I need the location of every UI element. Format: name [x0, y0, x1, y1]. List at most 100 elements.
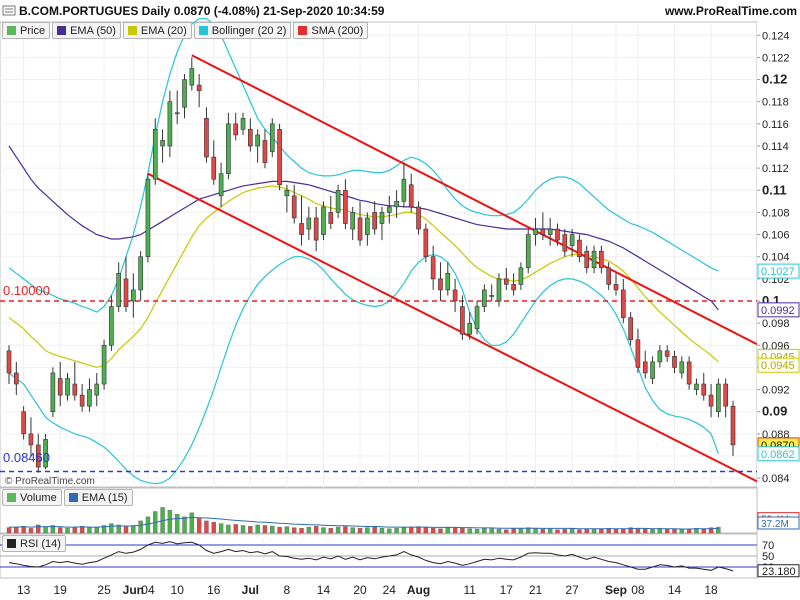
legend-item-ema50[interactable]: EMA (50) — [52, 22, 121, 39]
legend-item-volume-ema[interactable]: EMA (15) — [63, 489, 133, 506]
volume-bar-up — [131, 525, 136, 534]
candle-down — [408, 184, 414, 208]
legend-item-rsi[interactable]: RSI (14) — [2, 535, 66, 552]
candle-up — [131, 289, 136, 302]
legend-swatch — [7, 493, 16, 502]
date-tick-label: 18 — [704, 583, 718, 597]
volume-bar-down — [313, 526, 319, 534]
candle-up — [716, 383, 721, 413]
candle-down — [642, 361, 648, 374]
price-tick-label: 0.12 — [762, 72, 787, 87]
candle-down — [6, 350, 12, 374]
volume-bar-down — [299, 527, 304, 534]
candle-down — [562, 234, 568, 252]
volume-bar-down — [36, 524, 41, 534]
price-tick-label: 0.108 — [762, 207, 790, 219]
candle-up — [145, 178, 151, 258]
volume-bar-down — [672, 529, 677, 534]
candle-up — [365, 217, 370, 235]
ema50-line — [8, 145, 719, 311]
candle-down — [328, 212, 334, 224]
price-tick-label: 0.114 — [762, 141, 789, 153]
legend-label: EMA (15) — [81, 491, 128, 504]
candle-down — [123, 278, 129, 307]
candle-up — [467, 322, 473, 335]
volume-bar-down — [540, 529, 546, 534]
price-tick-label: 0.124 — [762, 30, 790, 42]
legend: Price EMA (50) EMA (20) Bollinger (20 2)… — [2, 22, 369, 39]
channel-lower-line — [147, 172, 758, 483]
volume-bar-up — [87, 527, 92, 534]
candle-up — [679, 361, 685, 374]
candle-up — [569, 234, 575, 246]
volume-bar-up — [94, 526, 99, 534]
candle-up — [116, 273, 122, 307]
bollinger-upper-line — [8, 18, 719, 313]
candle-down — [438, 278, 443, 291]
menu-icon[interactable] — [2, 5, 16, 16]
candle-up — [657, 350, 663, 363]
candle-down — [35, 444, 41, 468]
candle-up — [189, 68, 195, 86]
title-bar — [0, 0, 800, 20]
candle-down — [672, 356, 677, 368]
volume-bar-down — [123, 526, 129, 534]
candle-up — [547, 228, 553, 235]
price-tick-label: 0.118 — [762, 97, 789, 109]
volume-bar-up — [650, 529, 655, 534]
legend-swatch — [198, 26, 208, 35]
site-url[interactable]: www.ProRealTime.com — [664, 4, 797, 18]
volume-bar-up — [321, 527, 326, 534]
legend-item-price[interactable]: Price — [2, 22, 51, 39]
price-tag-box — [757, 302, 800, 318]
price-tick-label: 0.122 — [762, 52, 790, 64]
candle-down — [211, 156, 217, 180]
volume-bar-down — [28, 527, 34, 534]
volume-bar-up — [284, 526, 290, 534]
candle-down — [72, 383, 78, 396]
date-tick-label: 13 — [17, 583, 31, 597]
volume-bar-up — [50, 525, 56, 534]
legend-item-bollinger[interactable]: Bollinger (20 2) — [193, 22, 292, 39]
candle-down — [196, 84, 202, 91]
volume-bar-down — [430, 527, 436, 534]
volume-bar-down — [14, 526, 19, 534]
volume-bar-down — [643, 528, 648, 534]
volume-bar-up — [218, 523, 224, 534]
date-tick-label: 20 — [353, 583, 367, 597]
volume-bar-up — [694, 527, 699, 534]
volume-bar-down — [460, 527, 465, 534]
volume-bar-down — [328, 527, 333, 534]
legend-item-ema20[interactable]: EMA (20) — [122, 22, 192, 39]
candle-down — [343, 189, 348, 224]
candle-up — [591, 250, 597, 269]
volume-bar-down — [292, 527, 297, 534]
volume-legend: Volume EMA (15) — [2, 489, 133, 506]
volume-bar-down — [664, 528, 670, 534]
volume-bar-up — [65, 527, 70, 534]
volume-bar-up — [394, 527, 399, 534]
candle-up — [379, 212, 385, 224]
volume-bar-up — [189, 512, 195, 534]
candle-down — [584, 250, 590, 269]
price-tick-label: 0.09 — [762, 404, 787, 419]
legend-swatch — [7, 539, 16, 548]
candle-up — [160, 140, 165, 147]
candle-down — [430, 256, 436, 280]
volume-bar-up — [306, 526, 312, 534]
rsi-legend: RSI (14) — [2, 535, 66, 552]
volume-bar-down — [57, 527, 63, 534]
legend-item-volume[interactable]: Volume — [2, 489, 62, 506]
candle-down — [233, 123, 239, 136]
candle-down — [708, 394, 714, 407]
legend-item-sma200[interactable]: SMA (200) — [293, 22, 369, 39]
volume-bar-up — [43, 526, 48, 534]
rsi-tick-label: 23.180 — [762, 566, 796, 578]
volume-bar-up — [569, 528, 575, 534]
candle-up — [101, 344, 107, 385]
volume-bar-down — [606, 527, 611, 534]
volume-bar-up — [526, 527, 531, 534]
volume-bar-up — [679, 529, 685, 534]
volume-bar-down — [21, 526, 26, 534]
